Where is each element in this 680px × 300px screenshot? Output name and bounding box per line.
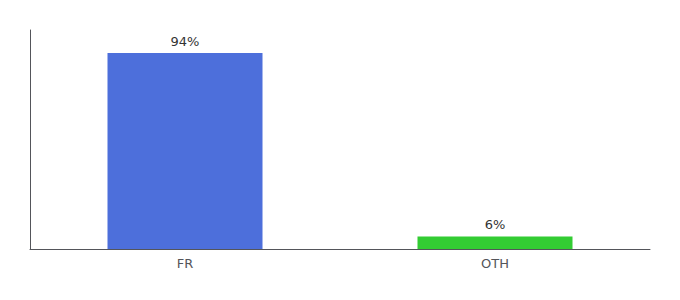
svg-text:6%: 6%	[485, 217, 506, 232]
svg-text:FR: FR	[177, 256, 194, 271]
svg-text:94%: 94%	[171, 34, 200, 49]
svg-text:OTH: OTH	[481, 256, 509, 271]
